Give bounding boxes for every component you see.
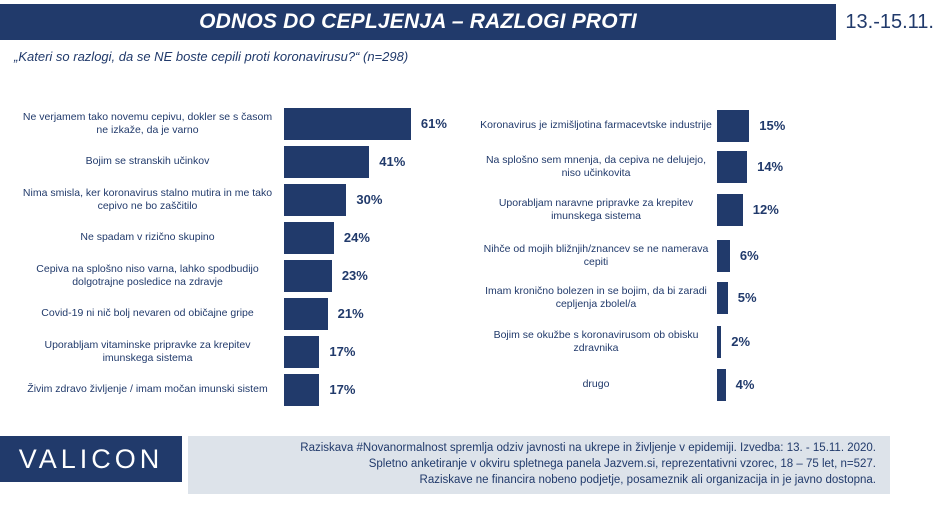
bar-row: Nihče od mojih bližnjih/znancev se ne na… <box>480 238 780 274</box>
footer-note: Raziskava #Novanormalnost spremlja odziv… <box>188 436 890 494</box>
bar-value-label: 24% <box>343 230 370 245</box>
bar-row: Uporabljam naravne pripravke za krepitev… <box>480 192 780 228</box>
bar-row: Cepiva na splošno niso varna, lahko spod… <box>0 258 470 294</box>
bar <box>284 146 370 178</box>
bar-row: Bojim se stranskih učinkov 41% <box>0 144 470 180</box>
bar-category-label: drugo <box>582 378 610 391</box>
bar-category-label: Cepiva na splošno niso varna, lahko spod… <box>36 262 259 288</box>
bar-category-label: Nihče od mojih bližnjih/znancev se ne na… <box>483 242 709 268</box>
bar <box>284 298 328 330</box>
bar-value-label: 2% <box>731 334 751 349</box>
footer-line: Spletno anketiranje v okviru spletnega p… <box>368 458 876 470</box>
bar <box>284 222 334 254</box>
bar <box>717 282 728 314</box>
bar-value-label: 23% <box>341 268 368 283</box>
bar-category-label: Ne spadam v rizično skupino <box>80 231 215 244</box>
bar-category-label: Koronavirus je izmišljotina farmacevtske… <box>480 119 712 132</box>
bar <box>284 336 320 368</box>
bar-value-label: 17% <box>329 344 356 359</box>
bar-row: Koronavirus je izmišljotina farmacevtske… <box>480 108 785 144</box>
left-bar-chart: Ne verjamem tako novemu cepivu, dokler s… <box>0 100 470 410</box>
bar-row: Živim zdravo življenje / imam močan imun… <box>0 372 470 408</box>
bar-value-label: 6% <box>739 248 759 263</box>
page-title: ODNOS DO CEPLJENJA – RAZLOGI PROTI <box>0 4 836 40</box>
footer-line: Raziskava #Novanormalnost spremlja odziv… <box>300 442 876 454</box>
bar-row: Na splošno sem mnenja, da cepiva ne delu… <box>480 149 784 185</box>
bar-row: Ne verjamem tako novemu cepivu, dokler s… <box>0 106 470 142</box>
bar <box>284 108 411 140</box>
bar-category-label: Nima smisla, ker koronavirus stalno muti… <box>22 186 273 212</box>
bar-row: Covid-19 ni nič bolj nevaren od običajne… <box>0 296 470 332</box>
date-range: 13.-15.11. <box>845 11 934 33</box>
bar <box>284 184 347 216</box>
bar-category-label: Uporabljam vitaminske pripravke za krepi… <box>44 338 251 364</box>
bar-row: drugo 4% <box>480 367 780 403</box>
right-bar-chart: Koronavirus je izmišljotina farmacevtske… <box>480 100 785 410</box>
bar-category-label: Živim zdravo življenje / imam močan imun… <box>27 383 268 396</box>
bar-category-label: Na splošno sem mnenja, da cepiva ne delu… <box>485 153 707 179</box>
bar <box>717 151 748 183</box>
bar-value-label: 41% <box>379 154 406 169</box>
bar-category-label: Imam kronično bolezen in se bojim, da bi… <box>485 284 707 310</box>
bar-value-label: 30% <box>356 192 383 207</box>
bar-category-label: Bojim se stranskih učinkov <box>85 155 210 168</box>
bar-category-label: Uporabljam naravne pripravke za krepitev… <box>498 196 694 222</box>
bar-value-label: 61% <box>420 116 447 131</box>
bar-value-label: 12% <box>752 202 779 217</box>
bar <box>284 260 332 292</box>
bar <box>717 326 722 358</box>
bar-value-label: 5% <box>737 290 757 305</box>
bar-category-label: Ne verjamem tako novemu cepivu, dokler s… <box>22 110 273 136</box>
bar <box>717 369 726 401</box>
bar-category-label: Covid-19 ni nič bolj nevaren od običajne… <box>41 307 254 320</box>
footer-line: Raziskave ne financira nobeno podjetje, … <box>419 474 876 486</box>
bar-value-label: 21% <box>337 306 364 321</box>
bar <box>717 194 743 226</box>
bar-row: Uporabljam vitaminske pripravke za krepi… <box>0 334 470 370</box>
bar-value-label: 4% <box>735 377 755 392</box>
bar-row: Ne spadam v rizično skupino 24% <box>0 220 470 256</box>
bar <box>284 374 320 406</box>
bar-category-label: Bojim se okužbe s koronavirusom ob obisk… <box>493 328 699 354</box>
bar-value-label: 17% <box>329 382 356 397</box>
bar-row: Nima smisla, ker koronavirus stalno muti… <box>0 182 470 218</box>
valicon-logo: VALICON <box>0 436 182 482</box>
bar-row: Bojim se okužbe s koronavirusom ob obisk… <box>480 324 780 360</box>
question-subtitle: „Kateri so razlogi, da se NE boste cepil… <box>14 49 409 64</box>
bar <box>717 240 730 272</box>
bar-value-label: 15% <box>759 118 786 133</box>
bar <box>717 110 750 142</box>
bar-row: Imam kronično bolezen in se bojim, da bi… <box>480 280 780 316</box>
bar-value-label: 14% <box>757 159 784 174</box>
